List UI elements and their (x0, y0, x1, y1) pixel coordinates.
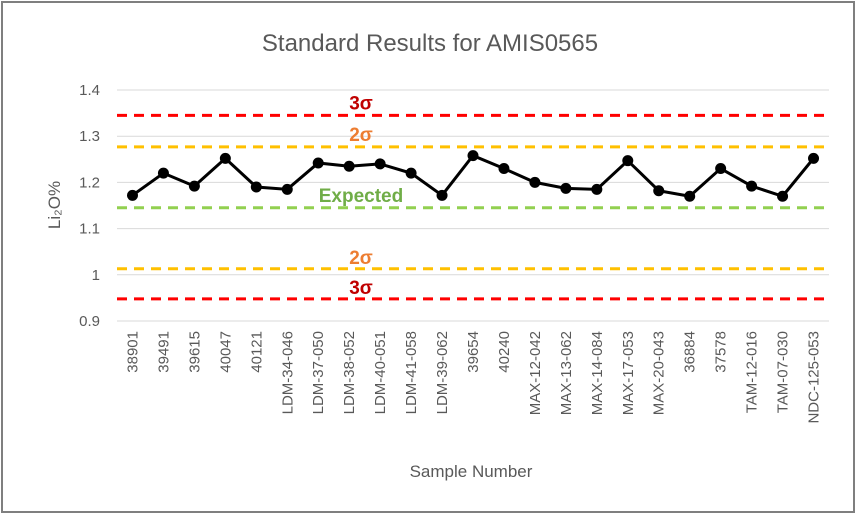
data-point (219, 152, 231, 164)
x-tick-label: LDM-40-051 (372, 331, 389, 414)
data-point (126, 189, 138, 201)
x-tick-label: LDM-37-050 (310, 331, 327, 414)
data-point (343, 160, 355, 172)
x-tick-label: 36884 (682, 331, 699, 373)
x-tick-label: MAX-13-062 (558, 331, 575, 415)
y-tick-label: 1.4 (79, 82, 100, 99)
x-tick-labels: 38901 39491 39615 40047 40121 LDM-34-046 LDM-3… (124, 331, 822, 424)
x-tick-label: MAX-12-042 (527, 331, 544, 415)
gridlines (117, 89, 829, 322)
y-tick-label: 1.1 (79, 221, 100, 238)
reference-line-label: 3σ (349, 93, 373, 114)
x-tick-label: MAX-20-043 (651, 331, 668, 415)
data-point (622, 155, 634, 167)
data-point (281, 183, 293, 195)
y-tick-label: 1.3 (79, 128, 100, 145)
y-axis-label: Li₂O% (45, 181, 64, 229)
x-tick-label: MAX-17-053 (620, 331, 637, 415)
reference-line-label: 2σ (349, 125, 373, 146)
reference-line-label: Expected (319, 186, 403, 207)
data-point (808, 152, 820, 164)
x-tick-label: 39654 (465, 331, 482, 373)
x-tick-label: MAX-14-084 (589, 331, 606, 415)
x-tick-label: 39491 (155, 331, 172, 373)
data-point (746, 180, 758, 192)
data-point (467, 150, 479, 162)
y-tick-label: 1.2 (79, 174, 100, 191)
data-point (405, 167, 417, 179)
x-tick-label: LDM-39-062 (434, 331, 451, 414)
data-point (715, 163, 727, 175)
series-1 (126, 150, 820, 202)
x-axis-label: Sample Number (410, 462, 533, 481)
data-point (250, 181, 262, 193)
data-point (560, 182, 572, 194)
y-tick-labels: 0.9 1 1.1 1.2 1.3 1.4 (79, 82, 100, 330)
x-tick-label: LDM-34-046 (279, 331, 296, 414)
chart-title: Standard Results for AMIS0565 (262, 30, 598, 57)
reference-lines: 3σ 2σ Expected 2σ 3σ (117, 93, 829, 301)
series-line (131, 153, 815, 199)
reference-line-label: 2σ (349, 248, 373, 269)
y-tick-label: 1 (92, 267, 100, 284)
x-tick-label: 40121 (248, 331, 265, 373)
data-point (312, 157, 324, 169)
data-point (436, 189, 448, 201)
data-point (498, 163, 510, 175)
x-tick-label: NDC-125-053 (806, 331, 823, 424)
data-point (157, 167, 169, 179)
data-point (188, 180, 200, 192)
x-tick-label: 39615 (186, 331, 203, 373)
x-tick-label: LDM-41-058 (403, 331, 420, 414)
data-point (653, 185, 665, 197)
x-tick-label: LDM-38-052 (341, 331, 358, 414)
data-point (777, 190, 789, 202)
x-tick-label: 37578 (713, 331, 730, 373)
x-tick-label: TAM-07-030 (775, 331, 792, 413)
data-point (591, 183, 603, 195)
x-tick-label: TAM-12-016 (744, 331, 761, 413)
x-tick-label: 40047 (217, 331, 234, 373)
data-point (529, 176, 541, 188)
x-tick-label: 38901 (124, 331, 141, 373)
data-point (374, 158, 386, 170)
reference-line-label: 3σ (349, 278, 373, 299)
x-tick-label: 40240 (496, 331, 513, 373)
data-point (684, 190, 696, 202)
y-tick-label: 0.9 (79, 313, 100, 330)
